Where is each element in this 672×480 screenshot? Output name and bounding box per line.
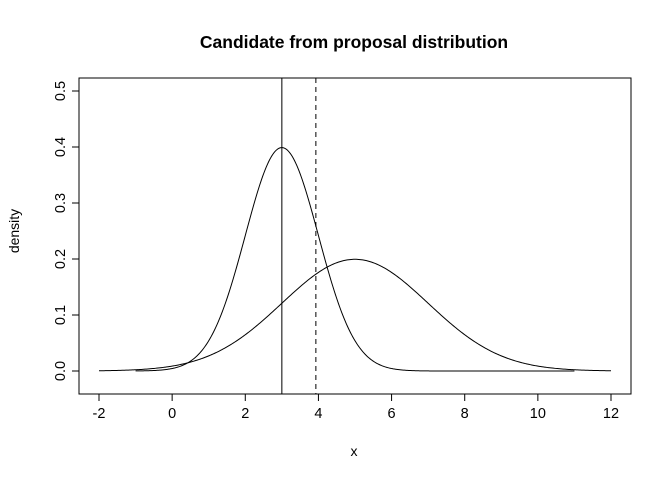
y-axis-title: density	[6, 209, 22, 253]
x-tick-label: 8	[461, 406, 469, 422]
chart-title: Candidate from proposal distribution	[200, 32, 508, 52]
density-curve-2	[98, 258, 612, 372]
y-tick-label: 0.2	[53, 249, 69, 269]
y-tick-label: 0.1	[53, 305, 69, 325]
y-axis: 0.0 0.1 0.2 0.3 0.4 0.5	[53, 81, 80, 381]
x-tick-label: 0	[168, 406, 176, 422]
vertical-lines-layer	[281, 78, 317, 394]
x-tick-label: 4	[314, 406, 322, 422]
curves-layer	[98, 147, 612, 372]
x-tick-label: 6	[388, 406, 396, 422]
x-tick-label: 10	[530, 406, 546, 422]
x-axis-title: x	[351, 443, 358, 459]
y-tick-label: 0.3	[53, 193, 69, 213]
y-tick-label: 0.5	[53, 81, 69, 101]
x-tick-label: 2	[241, 406, 249, 422]
x-axis: -2 0 2 4 6 8 10 12	[93, 393, 619, 422]
y-tick-label: 0.4	[53, 137, 69, 157]
density-curve-1	[135, 147, 575, 372]
y-tick-label: 0.0	[53, 361, 69, 381]
x-tick-label: -2	[93, 406, 106, 422]
x-tick-label: 12	[603, 406, 619, 422]
plot-frame	[78, 77, 632, 395]
